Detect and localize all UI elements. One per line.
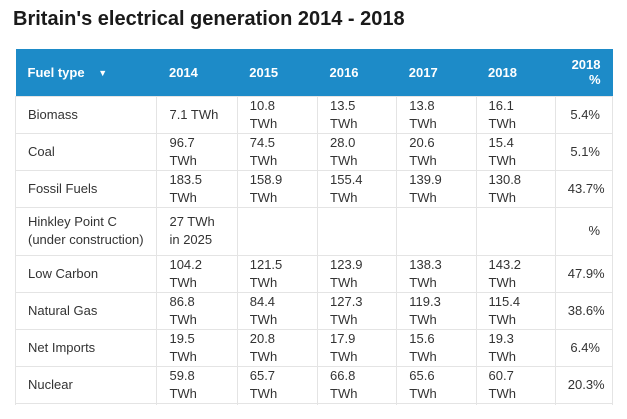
value-cell [236, 206, 319, 256]
fuel-type-cell: Net Imports [15, 328, 158, 367]
value-cell: 96.7 TWh [156, 132, 238, 171]
pct-cell: % [554, 206, 613, 256]
pct-cell: 47.9% [554, 254, 613, 293]
fuel-name-note: (under construction) [28, 232, 144, 247]
value-cell [156, 402, 238, 405]
column-header-2017[interactable]: 2017 [396, 49, 476, 96]
fuel-type-cell: Coal [15, 132, 158, 171]
fuel-type-cell: Natural Gas [15, 291, 158, 330]
value-cell: 27 TWh in 2025 [156, 206, 238, 256]
table-row: Fossil Fuels 183.5 TWh 158.9 TWh 155.4 T… [15, 169, 613, 208]
value-cell: 66.8 TWh [316, 365, 398, 404]
value-cell: 10.8 TWh [236, 95, 319, 134]
fuel-type-cell: Nuclear [15, 365, 158, 404]
table-row: Hinkley Point C (under construction) 27 … [15, 206, 613, 256]
pct-header-line1: 2018 [571, 57, 601, 73]
page-title: Britain's electrical generation 2014 - 2… [13, 8, 405, 30]
fuel-name: Hinkley Point C [28, 214, 117, 229]
table-row: Low Carbon 104.2 TWh 121.5 TWh 123.9 TWh… [15, 254, 613, 293]
fuel-table: Fuel type ▼ 2014 2015 2016 2017 2018 201… [15, 49, 613, 405]
table-row: Nuclear 59.8 TWh 65.7 TWh 66.8 TWh 65.6 … [15, 365, 613, 404]
value-cell: 139.9 TWh [396, 169, 477, 208]
value-cell [475, 402, 556, 405]
value-cell: 121.5 TWh [236, 254, 319, 293]
table-row: Biomass 7.1 TWh 10.8 TWh 13.5 TWh 13.8 T… [15, 95, 613, 134]
value-cell: 104.2 TWh [156, 254, 238, 293]
column-header-2016[interactable]: 2016 [317, 49, 397, 96]
value-cell [236, 402, 319, 405]
value-cell [396, 206, 477, 256]
value-cell: 183.5 TWh [156, 169, 238, 208]
value-cell: 74.5 TWh [236, 132, 319, 171]
pct-cell [554, 402, 613, 405]
fuel-type-cell: Low Carbon [15, 254, 158, 293]
table-row: Net Imports 19.5 TWh 20.8 TWh 17.9 TWh 1… [15, 328, 613, 367]
value-cell: 138.3 TWh [396, 254, 477, 293]
value-cell: 20.6 TWh [396, 132, 477, 171]
sort-desc-icon[interactable]: ▼ [98, 67, 108, 78]
table-row: Natural Gas 86.8 TWh 84.4 TWh 127.3 TWh … [15, 291, 613, 330]
table-row: Coal 96.7 TWh 74.5 TWh 28.0 TWh 20.6 TWh… [15, 132, 613, 171]
value-cell: 123.9 TWh [316, 254, 398, 293]
table-row-partial [15, 402, 613, 405]
value-cell [316, 402, 398, 405]
fuel-table-container: Fuel type ▼ 2014 2015 2016 2017 2018 201… [15, 49, 613, 405]
value-cell: 15.4 TWh [475, 132, 556, 171]
value-cell: 115.4 TWh [475, 291, 556, 330]
pct-header-line2: % [588, 72, 601, 88]
value-cell: 16.1 TWh [475, 95, 556, 134]
column-header-2018[interactable]: 2018 [476, 49, 556, 96]
value-cell: 19.5 TWh [156, 328, 238, 367]
pct-cell: 20.3% [554, 365, 613, 404]
fuel-type-header-label: Fuel type [27, 64, 85, 80]
value-cell: 130.8 TWh [475, 169, 556, 208]
value-cell: 19.3 TWh [475, 328, 556, 367]
pct-cell: 43.7% [554, 169, 613, 208]
fuel-type-cell: Hinkley Point C (under construction) [15, 206, 158, 256]
value-cell: 15.6 TWh [396, 328, 477, 367]
value-cell: 7.1 TWh [156, 95, 238, 134]
value-cell: 65.6 TWh [396, 365, 477, 404]
pct-cell: 6.4% [554, 328, 613, 367]
value-cell: 119.3 TWh [396, 291, 477, 330]
value-cell [396, 402, 477, 405]
value-cell: 158.9 TWh [236, 169, 319, 208]
value-cell [475, 206, 556, 256]
column-header-2018-pct[interactable]: 2018 % [555, 49, 613, 96]
fuel-type-cell [15, 402, 158, 405]
value-cell: 13.8 TWh [396, 95, 477, 134]
pct-cell: 38.6% [554, 291, 613, 330]
value-cell: 86.8 TWh [156, 291, 238, 330]
value-cell: 13.5 TWh [316, 95, 398, 134]
column-header-fuel-type[interactable]: Fuel type ▼ [15, 49, 157, 96]
header-row: Fuel type ▼ 2014 2015 2016 2017 2018 201… [15, 49, 613, 96]
pct-cell: 5.1% [554, 132, 613, 171]
value-cell: 60.7 TWh [475, 365, 556, 404]
value-cell [316, 206, 398, 256]
value-cell: 155.4 TWh [316, 169, 398, 208]
fuel-type-cell: Fossil Fuels [15, 169, 158, 208]
pct-cell: 5.4% [554, 95, 613, 134]
column-header-2015[interactable]: 2015 [237, 49, 318, 96]
value-cell: 143.2 TWh [475, 254, 556, 293]
value-cell: 65.7 TWh [236, 365, 319, 404]
column-header-2014[interactable]: 2014 [156, 49, 238, 96]
value-cell: 59.8 TWh [156, 365, 238, 404]
value-cell: 84.4 TWh [236, 291, 319, 330]
value-cell: 20.8 TWh [236, 328, 319, 367]
value-cell: 17.9 TWh [316, 328, 398, 367]
fuel-type-cell: Biomass [15, 95, 158, 134]
value-cell: 28.0 TWh [316, 132, 398, 171]
value-cell: 127.3 TWh [316, 291, 398, 330]
